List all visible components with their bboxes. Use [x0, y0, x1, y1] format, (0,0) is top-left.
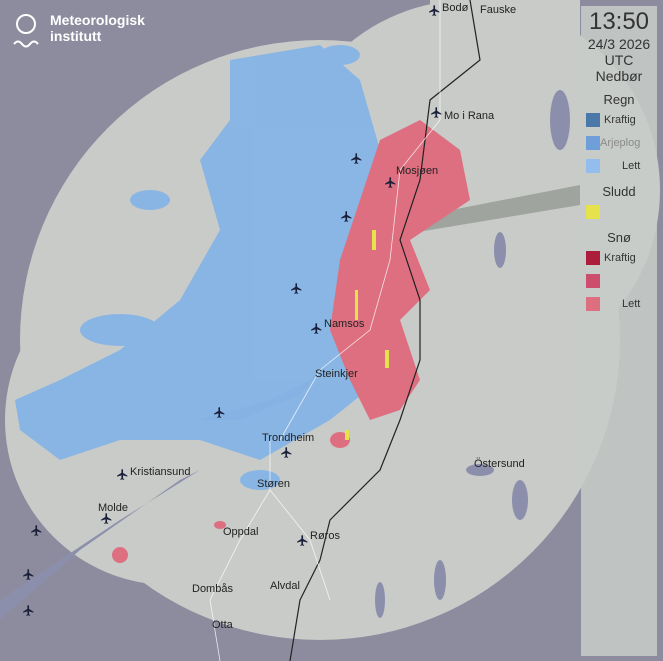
place-label: Namsos	[324, 318, 365, 330]
airport-icon[interactable]	[213, 406, 226, 419]
logo-line1: Meteorologisk	[50, 12, 145, 28]
legend-item-label: Kraftig	[604, 252, 636, 264]
legend-group-title: Regn	[603, 92, 635, 107]
legend-date: 24/3 2026	[587, 36, 651, 52]
place-label: Molde	[98, 502, 128, 514]
legend-product: Nedbør	[595, 68, 643, 84]
roads	[209, 0, 441, 661]
met-logo[interactable]: Meteorologisk institutt	[12, 12, 145, 52]
legend-swatch	[586, 274, 600, 288]
airport-icon[interactable]	[310, 322, 323, 335]
airport-icon[interactable]	[280, 446, 293, 459]
airport-icon[interactable]	[100, 512, 113, 525]
place-label: Alvdal	[270, 580, 300, 592]
legend-item	[586, 271, 657, 291]
legend-item-label: Lett	[622, 160, 641, 172]
legend-timezone: UTC	[604, 52, 634, 68]
airport-icon[interactable]	[430, 106, 443, 119]
logo-mark-icon	[13, 14, 39, 48]
legend-swatch	[586, 205, 600, 219]
airport-icon[interactable]	[116, 468, 129, 481]
legend-item: Kraftig	[586, 110, 657, 130]
water-bodies	[0, 90, 570, 620]
legend-swatch	[586, 251, 600, 265]
legend-panel: 13:50 24/3 2026 UTC Nedbør Regn Kraftig Ar…	[581, 6, 657, 656]
legend-item: Kraftig	[586, 248, 657, 268]
legend-group-title: Snø	[607, 230, 631, 245]
place-label: Mosjøen	[396, 165, 439, 177]
radar-beam-block	[400, 185, 580, 235]
place-label: Arjeplog	[600, 137, 641, 149]
legend-item: Lett	[586, 294, 657, 314]
airport-icon[interactable]	[296, 534, 309, 547]
legend-item-label: Kraftig	[604, 114, 636, 126]
airport-icon[interactable]	[350, 152, 363, 165]
place-label: Fauske	[480, 4, 517, 16]
legend-item: Arjeplog	[586, 133, 657, 153]
logo-line2: institutt	[50, 28, 102, 44]
sleet-areas	[345, 230, 389, 440]
legend-swatch	[586, 159, 600, 173]
legend-item-label: Lett	[622, 298, 641, 310]
legend-swatch	[586, 113, 600, 127]
place-label: Mo i Rana	[444, 110, 495, 122]
place-label: Kristiansund	[130, 466, 191, 478]
airport-icon[interactable]	[290, 282, 303, 295]
legend-item: Lett	[586, 156, 657, 176]
airport-icon[interactable]	[22, 604, 35, 617]
legend-item	[586, 202, 657, 222]
legend-swatch	[586, 136, 600, 150]
place-label: Trondheim	[262, 432, 315, 444]
airport-icon[interactable]	[428, 4, 441, 17]
airport-icon[interactable]	[340, 210, 353, 223]
place-label: Bodø	[442, 2, 469, 14]
airport-icon[interactable]	[384, 176, 397, 189]
place-label: Otta	[212, 619, 233, 631]
place-label: Dombås	[192, 583, 233, 595]
airport-icon[interactable]	[30, 524, 43, 537]
place-label: Støren	[257, 478, 291, 490]
place-label: Oppdal	[223, 526, 259, 538]
legend-time: 13:50	[588, 8, 650, 35]
legend-group-title: Sludd	[602, 184, 636, 199]
airport-icon[interactable]	[22, 568, 35, 581]
borders	[289, 0, 481, 661]
place-label: Røros	[310, 530, 340, 542]
place-label: Steinkjer	[315, 368, 358, 380]
legend-swatch	[586, 297, 600, 311]
place-label: Östersund	[474, 458, 525, 470]
